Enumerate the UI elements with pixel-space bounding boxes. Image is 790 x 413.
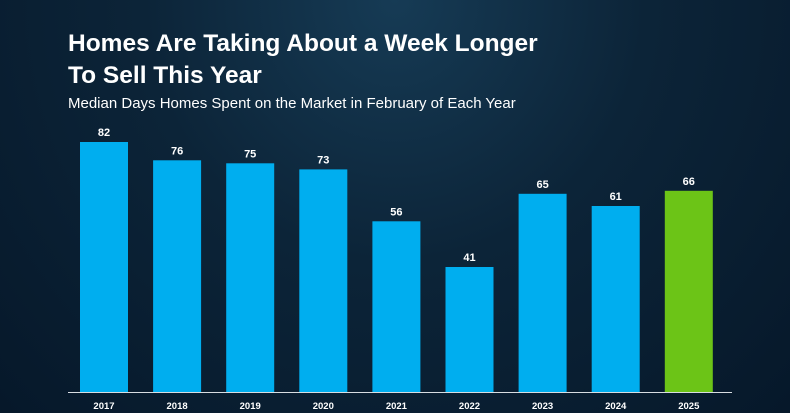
data-label-2021: 56 [390, 206, 402, 218]
chart-subtitle: Median Days Homes Spent on the Market in… [68, 95, 516, 112]
chart-title-line-1: Homes Are Taking About a Week Longer [68, 30, 538, 57]
x-tick-label-2021: 2021 [386, 401, 408, 412]
bar-2025 [664, 190, 713, 392]
x-tick-label-2023: 2023 [532, 401, 553, 412]
data-label-2023: 65 [536, 179, 548, 191]
bar-2024 [591, 206, 640, 392]
bar-2017 [80, 142, 128, 392]
data-label-2017: 82 [98, 127, 110, 139]
chart-title-line-2: To Sell This Year [68, 62, 262, 89]
data-label-2022: 41 [463, 252, 475, 264]
data-label-2019: 75 [244, 148, 256, 160]
x-tick-label-2018: 2018 [167, 401, 188, 412]
x-tick-label-2024: 2024 [605, 401, 627, 412]
bar-2019 [226, 163, 275, 392]
bar-2021 [372, 221, 421, 392]
x-tick-label-2022: 2022 [459, 401, 480, 412]
bar-2023 [518, 193, 567, 392]
bar-2020 [299, 169, 348, 392]
data-label-2020: 73 [317, 154, 329, 166]
x-tick-label-2020: 2020 [313, 401, 334, 412]
bar-2022 [445, 267, 494, 392]
data-label-2025: 66 [683, 176, 695, 188]
x-tick-label-2017: 2017 [93, 401, 114, 412]
data-label-2018: 76 [171, 145, 183, 157]
x-tick-label-2019: 2019 [240, 401, 261, 412]
chart-title: Homes Are Taking About a Week Longer To … [68, 28, 538, 92]
x-tick-label-2025: 2025 [678, 401, 700, 412]
bar-2018 [153, 160, 202, 392]
data-label-2024: 61 [610, 191, 622, 203]
